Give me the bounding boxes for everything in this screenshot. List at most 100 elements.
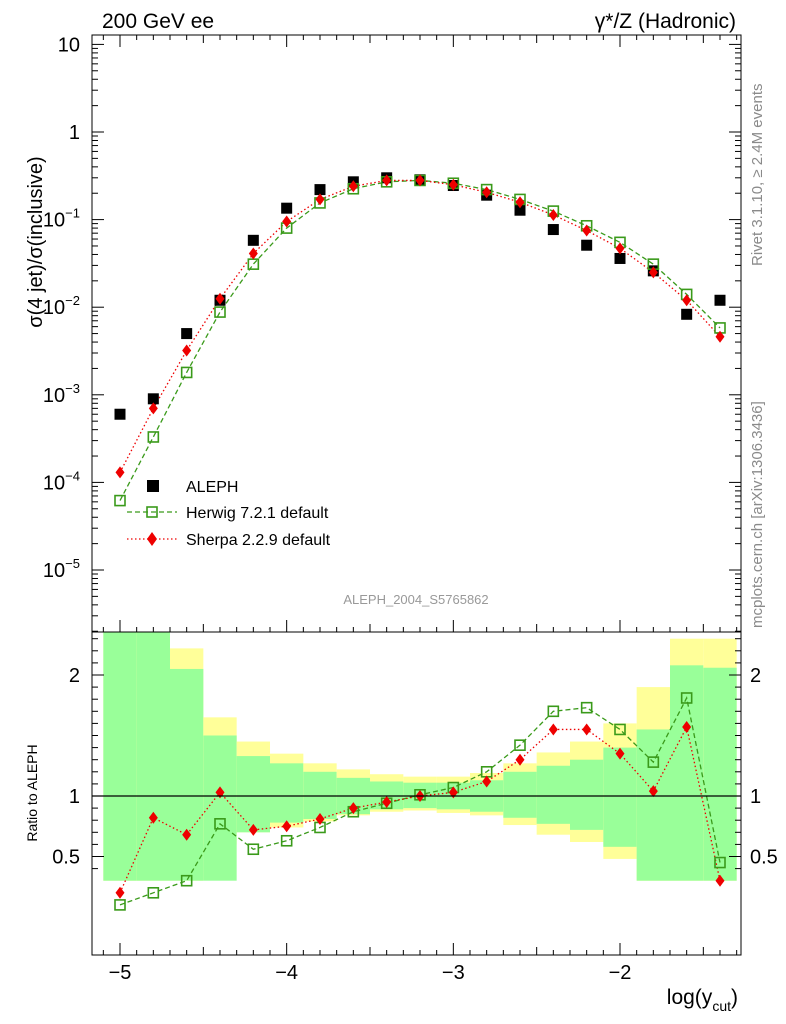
ratio-band-inner-bin	[636, 729, 670, 881]
x-axis-label-main: log(y	[667, 986, 713, 1009]
ratio-sherpa-point	[682, 721, 692, 734]
ratio-sherpa-point	[382, 796, 392, 809]
legend-label-herwig: Herwig 7.2.1 default	[186, 505, 329, 522]
main-y-tick-label-base: 10	[43, 297, 65, 319]
legend-marker-herwig	[146, 506, 158, 518]
ratio-y-tick-label-right: 2	[750, 665, 761, 687]
sherpa-point	[248, 247, 258, 260]
main-y-tick-label-exponent: −1	[65, 206, 80, 221]
ratio-plot-series	[114, 692, 726, 911]
ratio-band-inner-bin	[536, 765, 570, 824]
ratio-band-inner-bin	[203, 735, 237, 881]
ratio-sherpa-point	[548, 723, 558, 736]
ratio-sherpa-point	[648, 785, 658, 798]
main-y-tick-label: 10−5	[43, 556, 80, 582]
herwig-point	[180, 366, 193, 379]
sherpa-point	[315, 193, 325, 206]
aleph-point	[181, 328, 193, 340]
ratio-sherpa-point	[515, 753, 525, 766]
x-tick-label: −3	[442, 962, 465, 984]
ratio-sherpa-point	[348, 802, 358, 815]
analysis-id-label: ALEPH_2004_S5765862	[343, 592, 488, 607]
main-y-tick-label-base: 10	[43, 385, 65, 407]
main-y-tick-label-base: 10	[43, 210, 65, 232]
ratio-sherpa-point	[315, 812, 325, 825]
sherpa-point	[548, 208, 558, 221]
ratio-herwig-point	[280, 834, 293, 847]
ratio-band-inner-bin	[503, 771, 537, 818]
sherpa-point	[415, 174, 425, 187]
ratio-herwig-point	[647, 756, 660, 768]
header-left: 200 GeV ee	[102, 10, 214, 33]
main-y-tick-label: 10−4	[43, 468, 80, 494]
main-y-tick-label: 10−3	[43, 381, 80, 407]
sherpa-point	[148, 402, 158, 415]
ratio-herwig-point	[547, 705, 560, 718]
ratio-band-inner-bin	[703, 667, 737, 881]
aleph-point	[547, 224, 559, 236]
ratio-herwig-point	[247, 843, 260, 856]
ratio-herwig-point	[714, 856, 726, 869]
sherpa-line	[119, 179, 721, 473]
header-right: γ*/Z (Hadronic)	[595, 10, 736, 33]
sherpa-point	[448, 178, 458, 191]
legend-label-aleph: ALEPH	[186, 479, 238, 496]
ratio-sherpa-point	[448, 786, 458, 799]
ratio-band-inner-bin	[670, 665, 704, 881]
legend-marker-sherpa	[147, 532, 157, 546]
aleph-point	[614, 252, 626, 264]
x-tick-label: −2	[609, 962, 632, 984]
main-y-tick-label-exponent: −3	[65, 381, 80, 396]
ratio-band-inner-bin	[103, 632, 137, 881]
x-tick-label: −4	[275, 962, 298, 984]
ratio-sherpa-point	[582, 723, 592, 736]
sherpa-point	[515, 196, 525, 209]
ratio-y-tick-label-left: 2	[69, 665, 80, 687]
x-tick-label: −5	[109, 962, 132, 984]
ratio-y-tick-label-right: 0.5	[750, 847, 778, 869]
x-axis-label: log(ycut)	[667, 986, 738, 1014]
ratio-sherpa-point	[615, 747, 625, 760]
ratio-sherpa-point	[715, 874, 725, 887]
ratio-herwig-point	[580, 701, 593, 714]
aleph-point	[281, 202, 293, 214]
ratio-sherpa-point	[248, 823, 258, 836]
ratio-band-inner-bin	[603, 747, 637, 847]
herwig-point	[114, 494, 126, 507]
legend-marker-aleph	[147, 480, 159, 492]
rivet-label: Rivet 3.1.10, ≥ 2.4M events	[749, 84, 766, 267]
aleph-point	[114, 408, 126, 420]
main-y-tick-label-exponent: −2	[65, 293, 80, 308]
aleph-point	[147, 393, 159, 405]
ratio-band-inner-bin	[170, 668, 204, 881]
aleph-point	[714, 294, 726, 306]
main-y-tick-label-exponent: −5	[65, 556, 80, 571]
ratio-sherpa-point	[115, 886, 125, 899]
ratio-sherpa-point	[282, 820, 292, 833]
ratio-band-inner-bin	[236, 756, 270, 833]
sherpa-point	[682, 294, 692, 307]
ratio-sherpa-point	[148, 811, 158, 824]
main-plot-series	[114, 172, 726, 507]
sherpa-point	[115, 466, 125, 479]
aleph-point	[681, 308, 693, 320]
herwig-point	[147, 431, 160, 443]
sherpa-point	[482, 186, 492, 199]
sherpa-point	[582, 224, 592, 237]
main-y-tick-label-base: 10	[43, 560, 65, 582]
ratio-sherpa-point	[482, 775, 492, 788]
ratio-band-inner-bin	[270, 763, 304, 823]
sherpa-point	[282, 215, 292, 228]
ratio-y-tick-label-right: 1	[750, 786, 761, 808]
ratio-herwig-point	[114, 899, 126, 911]
sherpa-point	[382, 174, 392, 187]
aleph-point	[247, 234, 259, 246]
main-y-tick-label: 10−2	[43, 293, 80, 319]
main-y-tick-label: 1	[69, 122, 80, 144]
ratio-band-inner-bin	[136, 632, 170, 881]
sherpa-point	[715, 330, 725, 343]
ratio-y-tick-label-left: 0.5	[52, 847, 80, 869]
sherpa-point	[648, 266, 658, 279]
mcplots-label: mcplots.cern.ch [arXiv:1306.3436]	[749, 401, 766, 628]
